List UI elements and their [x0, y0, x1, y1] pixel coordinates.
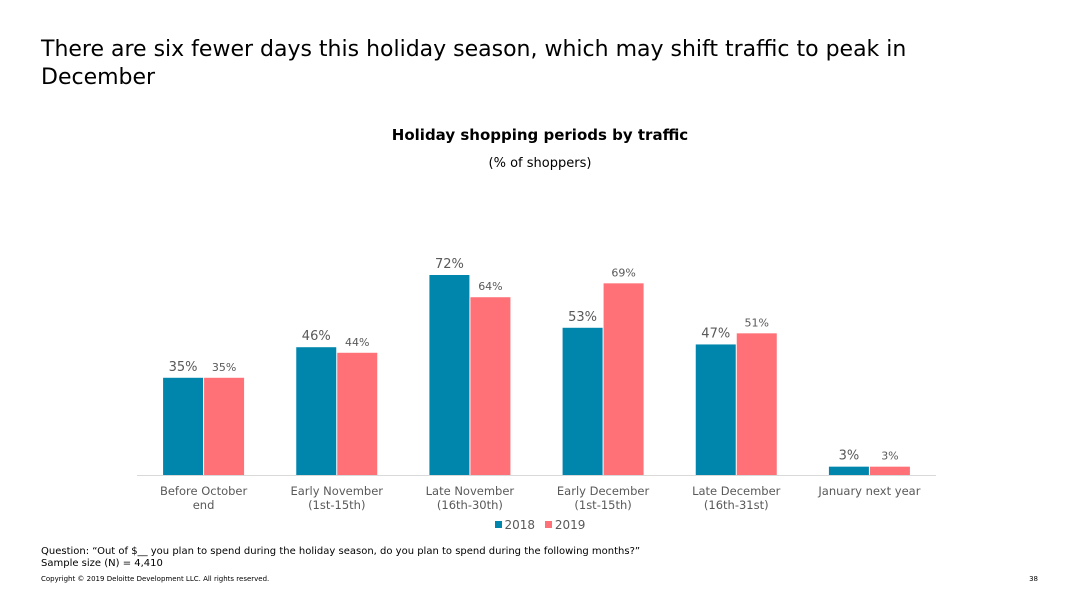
- bar-2019-3: [470, 297, 511, 475]
- category-label-3-line-1: Late November: [426, 484, 515, 498]
- bar-2019-2: [337, 352, 378, 475]
- bar-2018-1: [163, 377, 204, 475]
- chart-legend: 2018 2019: [0, 518, 1080, 532]
- data-label-2019-4: 69%: [611, 266, 635, 279]
- category-label-2-line-2: (1st-15th): [308, 498, 365, 512]
- bar-2018-3: [429, 275, 470, 475]
- data-label-2018-4: 53%: [568, 310, 597, 325]
- data-label-2018-6: 3%: [839, 449, 860, 464]
- category-label-1-line-1: Before October: [160, 484, 248, 498]
- bar-2018-6: [828, 466, 869, 475]
- data-label-2018-5: 47%: [701, 326, 730, 341]
- category-label-4-line-1: Early December: [557, 484, 650, 498]
- legend-swatch-2019: [544, 521, 552, 528]
- legend-item-2019: 2019: [544, 518, 586, 532]
- category-label-5-line-1: Late December: [692, 484, 781, 498]
- data-label-2019-5: 51%: [745, 316, 769, 329]
- bar-2019-6: [869, 466, 910, 475]
- copyright: Copyright © 2019 Deloitte Development LL…: [41, 575, 270, 583]
- chart-title: Holiday shopping periods by traffic: [391, 126, 689, 144]
- chart-subtitle: (% of shoppers): [488, 156, 592, 171]
- legend-item-2018: 2018: [494, 518, 536, 532]
- category-label-4-line-2: (1st-15th): [574, 498, 631, 512]
- data-label-2018-3: 72%: [435, 257, 464, 272]
- legend-label-2018: 2018: [504, 518, 536, 532]
- bar-2018-2: [296, 347, 337, 475]
- legend-swatch-2018: [494, 521, 502, 528]
- bar-2018-5: [695, 344, 736, 475]
- category-label-3-line-2: (16th-30th): [437, 498, 503, 512]
- data-label-2019-6: 3%: [881, 450, 898, 463]
- data-label-2019-3: 64%: [478, 280, 502, 293]
- category-label-6-line-1: January next year: [817, 484, 920, 498]
- data-label-2019-1: 35%: [212, 361, 236, 374]
- footnote: Question: “Out of $__ you plan to spend …: [41, 546, 640, 570]
- category-label-2-line-1: Early November: [290, 484, 383, 498]
- slide-title: There are six fewer days this holiday se…: [41, 37, 907, 90]
- bar-2019-1: [204, 377, 245, 475]
- bar-2019-5: [736, 333, 777, 475]
- category-label-5-line-2: (16th-31st): [704, 498, 769, 512]
- page-number: 38: [1029, 575, 1038, 583]
- footnote-sample-size: Sample size (N) = 4,410: [41, 558, 163, 569]
- category-label-1-line-2: end: [193, 498, 215, 512]
- data-label-2018-1: 35%: [169, 360, 198, 375]
- bar-2019-4: [603, 283, 644, 475]
- data-label-2019-2: 44%: [345, 336, 369, 349]
- data-label-2018-2: 46%: [302, 329, 331, 344]
- bar-2018-4: [562, 327, 603, 475]
- footnote-question: Question: “Out of $__ you plan to spend …: [41, 546, 641, 557]
- legend-label-2019: 2019: [554, 518, 586, 532]
